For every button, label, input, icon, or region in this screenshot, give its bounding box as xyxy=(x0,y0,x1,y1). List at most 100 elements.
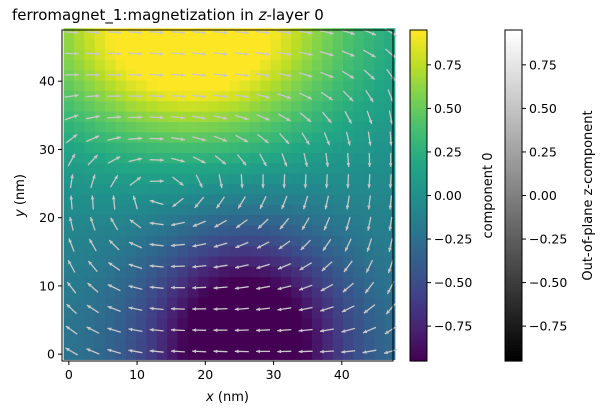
heatmap-cell xyxy=(167,255,179,267)
heatmap-cell xyxy=(270,38,282,50)
heatmap-cell xyxy=(156,255,168,267)
heatmap-cell xyxy=(115,349,127,360)
heatmap-cell xyxy=(94,162,106,174)
heatmap-cell xyxy=(146,59,158,71)
heatmap-cell xyxy=(84,173,96,185)
heatmap-cell xyxy=(260,297,272,309)
quiver-arrow xyxy=(214,154,227,165)
heatmap-cell xyxy=(332,286,344,298)
heatmap-cell xyxy=(343,224,354,236)
heatmap-cell xyxy=(374,90,386,102)
heatmap-cell xyxy=(167,193,179,205)
colorbar-segment xyxy=(505,325,522,329)
colorbar-segment xyxy=(410,162,427,166)
heatmap-cell xyxy=(146,131,158,143)
colorbar-segment xyxy=(505,187,522,191)
heatmap-cell xyxy=(363,28,375,40)
quiver-arrow xyxy=(234,94,249,99)
heatmap-cell xyxy=(208,338,220,350)
heatmap-cell xyxy=(311,142,323,154)
quiver-arrow xyxy=(259,153,267,167)
heatmap-cell xyxy=(125,245,137,257)
quiver-arrow xyxy=(128,51,143,56)
heatmap-cell xyxy=(322,266,334,278)
heatmap-cell xyxy=(322,90,334,102)
colorbar-segment xyxy=(505,121,522,125)
quiver-arrow xyxy=(281,195,288,210)
quiver-arrow xyxy=(344,238,352,252)
quiver-arrow xyxy=(277,307,292,312)
heatmap-cell xyxy=(218,235,230,247)
heatmap-cell xyxy=(291,48,303,60)
heatmap-cell xyxy=(363,266,375,278)
quiver-arrow xyxy=(298,51,313,56)
quiver-arrow xyxy=(255,73,271,78)
heatmap-cell xyxy=(94,266,106,278)
colorbar-segment xyxy=(410,311,427,315)
heatmap-cell xyxy=(136,142,148,154)
heatmap-cell xyxy=(322,183,334,195)
heatmap-cell xyxy=(198,255,210,267)
heatmap-cell xyxy=(198,142,210,154)
heatmap-cell xyxy=(280,183,292,195)
heatmap-cell xyxy=(74,255,85,267)
heatmap-cell xyxy=(177,317,189,329)
colorbar-segment xyxy=(410,236,427,241)
colorbar-segment xyxy=(410,126,427,130)
quiver-arrow xyxy=(385,303,396,315)
heatmap-cell xyxy=(343,183,354,195)
heatmap-cell xyxy=(84,193,96,205)
heatmap-cell xyxy=(363,100,375,112)
heatmap-cell xyxy=(260,286,272,298)
quiver-arrow xyxy=(234,307,249,311)
heatmap-cell xyxy=(322,111,334,122)
heatmap-cell xyxy=(374,28,386,40)
y-axis-label-unit: (nm) xyxy=(13,174,28,209)
heatmap-cell xyxy=(156,162,168,174)
colorbar-segment xyxy=(505,347,522,351)
heatmap-cell xyxy=(167,121,179,133)
heatmap-cell xyxy=(270,276,282,288)
heatmap-cell xyxy=(115,255,127,267)
colorbar-segment xyxy=(505,170,522,175)
heatmap-cell xyxy=(291,173,303,185)
heatmap-cell xyxy=(208,79,220,91)
colorbar-segment xyxy=(410,79,427,84)
heatmap-cell xyxy=(291,266,303,278)
colorbar-segment xyxy=(410,167,427,172)
heatmap-cell xyxy=(177,224,189,236)
colorbar-segment xyxy=(410,319,427,323)
heatmap-cell xyxy=(332,317,344,329)
colorbar-segment xyxy=(410,203,427,208)
heatmap-cell xyxy=(105,224,116,236)
quiver-arrow xyxy=(86,326,100,334)
colorbar-segment xyxy=(505,341,522,346)
heatmap-cell xyxy=(229,183,241,195)
heatmap-cell xyxy=(63,152,75,164)
heatmap-cell xyxy=(177,152,189,164)
heatmap-cell xyxy=(208,28,220,40)
quiver-arrow xyxy=(235,241,249,249)
quiver-arrow xyxy=(366,238,373,252)
heatmap-cell xyxy=(301,131,313,143)
heatmap-cell xyxy=(63,307,75,319)
heatmap-cell xyxy=(301,276,313,288)
heatmap-cell xyxy=(208,266,220,278)
heatmap-cell xyxy=(332,276,344,288)
heatmap-cell xyxy=(187,59,199,71)
colorbar-segment xyxy=(505,137,522,141)
colorbar-segment xyxy=(410,297,427,301)
heatmap-cell xyxy=(156,276,168,288)
heatmap-cell xyxy=(187,349,199,360)
heatmap-cell xyxy=(115,173,127,185)
heatmap-cell xyxy=(136,79,148,91)
heatmap-cell xyxy=(322,276,334,288)
heatmap-cell xyxy=(105,79,116,91)
heatmap-cell xyxy=(249,193,261,205)
heatmap-cell xyxy=(374,224,386,236)
quiver-arrow xyxy=(149,285,164,290)
quiver-arrow xyxy=(341,50,355,57)
heatmap-cell xyxy=(94,297,106,309)
colorbar-segment xyxy=(410,90,427,95)
heatmap-cell xyxy=(374,193,386,205)
